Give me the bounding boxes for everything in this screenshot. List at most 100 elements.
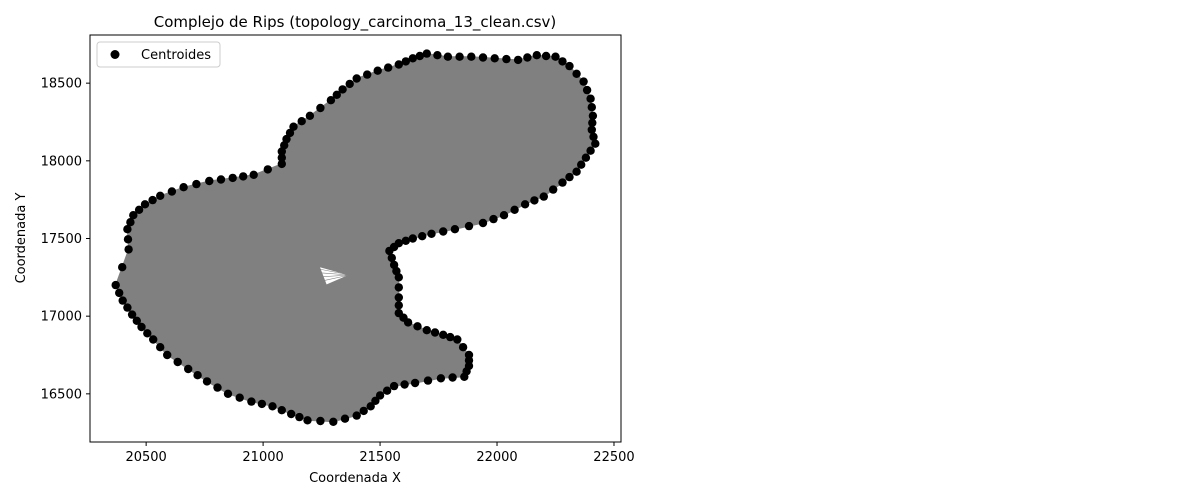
centroid-point: [205, 176, 214, 186]
centroid-point: [453, 335, 462, 344]
centroid-point: [401, 236, 410, 245]
centroid-point: [394, 301, 403, 310]
centroid-point: [439, 330, 448, 339]
centroid-point: [118, 296, 127, 305]
centroid-point: [565, 61, 574, 71]
centroid-point: [446, 332, 455, 342]
y-tick-label: 17000: [41, 310, 82, 325]
centroid-point: [549, 185, 558, 194]
centroid-point: [478, 53, 488, 62]
centroid-point: [403, 318, 413, 327]
centroid-point: [137, 322, 146, 332]
centroid-point: [422, 326, 431, 335]
centroid-point: [586, 146, 595, 155]
chart-title: Complejo de Rips (topology_carcinoma_13_…: [154, 13, 557, 32]
centroid-point: [111, 280, 120, 290]
centroid-point: [489, 214, 498, 224]
centroid-point: [235, 393, 244, 402]
centroid-point: [373, 66, 382, 75]
centroid-point: [173, 357, 182, 367]
centroid-point: [295, 412, 304, 422]
centroid-point: [329, 417, 338, 426]
x-tick-label: 21500: [359, 450, 400, 465]
centroid-point: [394, 60, 403, 69]
x-tick-label: 22500: [593, 450, 634, 465]
centroid-point: [408, 54, 417, 63]
centroid-point: [316, 416, 325, 426]
centroid-point: [149, 335, 158, 344]
x-tick-label: 20500: [125, 450, 166, 465]
centroid-point: [167, 187, 177, 196]
centroid-point: [123, 235, 133, 244]
centroid-point: [502, 54, 511, 64]
centroid-point: [582, 85, 592, 95]
centroid-point: [352, 74, 361, 83]
centroid-point: [394, 283, 403, 292]
centroid-point: [129, 211, 138, 220]
plot-content: [111, 49, 600, 426]
centroid-point: [193, 371, 202, 380]
centroid-point: [408, 234, 417, 243]
centroid-point: [387, 253, 396, 263]
x-tick-label: 21000: [242, 450, 283, 465]
centroid-point: [415, 51, 424, 61]
centroid-point: [458, 343, 468, 352]
centroid-point: [216, 175, 226, 184]
centroid-point: [375, 391, 385, 400]
centroid-point: [423, 376, 433, 385]
centroid-point: [591, 139, 600, 148]
centroid-point: [340, 414, 350, 423]
centroid-point: [450, 225, 460, 234]
centroid-point: [345, 79, 354, 89]
centroid-point: [443, 52, 453, 61]
centroid-point: [478, 218, 488, 228]
centroid-point: [427, 229, 436, 238]
centroid-point: [118, 263, 127, 272]
centroid-point: [401, 57, 410, 66]
centroid-point: [400, 380, 409, 389]
centroid-point: [587, 103, 596, 112]
centroid-point: [410, 378, 420, 388]
legend-box: [96, 41, 221, 68]
centroid-point: [394, 293, 403, 302]
centroid-point: [184, 364, 193, 374]
legend-label: Centroides: [141, 48, 211, 63]
y-tick-label: 18500: [41, 77, 82, 92]
centroid-point: [520, 200, 530, 209]
centroid-point: [297, 117, 306, 126]
centroid-point: [588, 118, 597, 128]
centroid-point: [123, 225, 132, 234]
centroid-point: [148, 195, 157, 205]
centroid-point: [510, 205, 519, 214]
centroid-point: [277, 406, 286, 415]
centroid-point: [179, 183, 188, 192]
centroid-point: [422, 49, 431, 58]
centroid-point: [439, 227, 448, 236]
centroid-point: [433, 51, 442, 60]
centroid-point: [338, 85, 347, 94]
centroid-point: [115, 288, 124, 298]
centroid-point: [277, 159, 286, 169]
centroid-point: [430, 328, 440, 337]
centroid-point: [455, 52, 464, 61]
centroid-point: [523, 53, 532, 62]
centroid-point: [418, 232, 427, 241]
centroid-point: [316, 103, 325, 113]
centroid-point: [436, 374, 446, 383]
complex-edge: [323, 274, 350, 278]
centroid-point: [156, 343, 165, 352]
centroid-point: [289, 122, 298, 131]
centroid-point: [223, 389, 233, 398]
complex-edge: [321, 272, 350, 276]
centroid-point: [572, 69, 581, 79]
centroid-point: [326, 96, 336, 105]
centroid-point: [363, 70, 372, 79]
legend-marker: [110, 50, 120, 59]
centroid-point: [448, 373, 457, 382]
centroid-point: [539, 192, 548, 201]
centroid-point: [285, 128, 295, 138]
centroid-point: [352, 411, 361, 420]
centroid-point: [127, 310, 137, 319]
axes-layer: 20500 21000 21500 22000 22500 16500 17000 17500…: [41, 34, 635, 465]
